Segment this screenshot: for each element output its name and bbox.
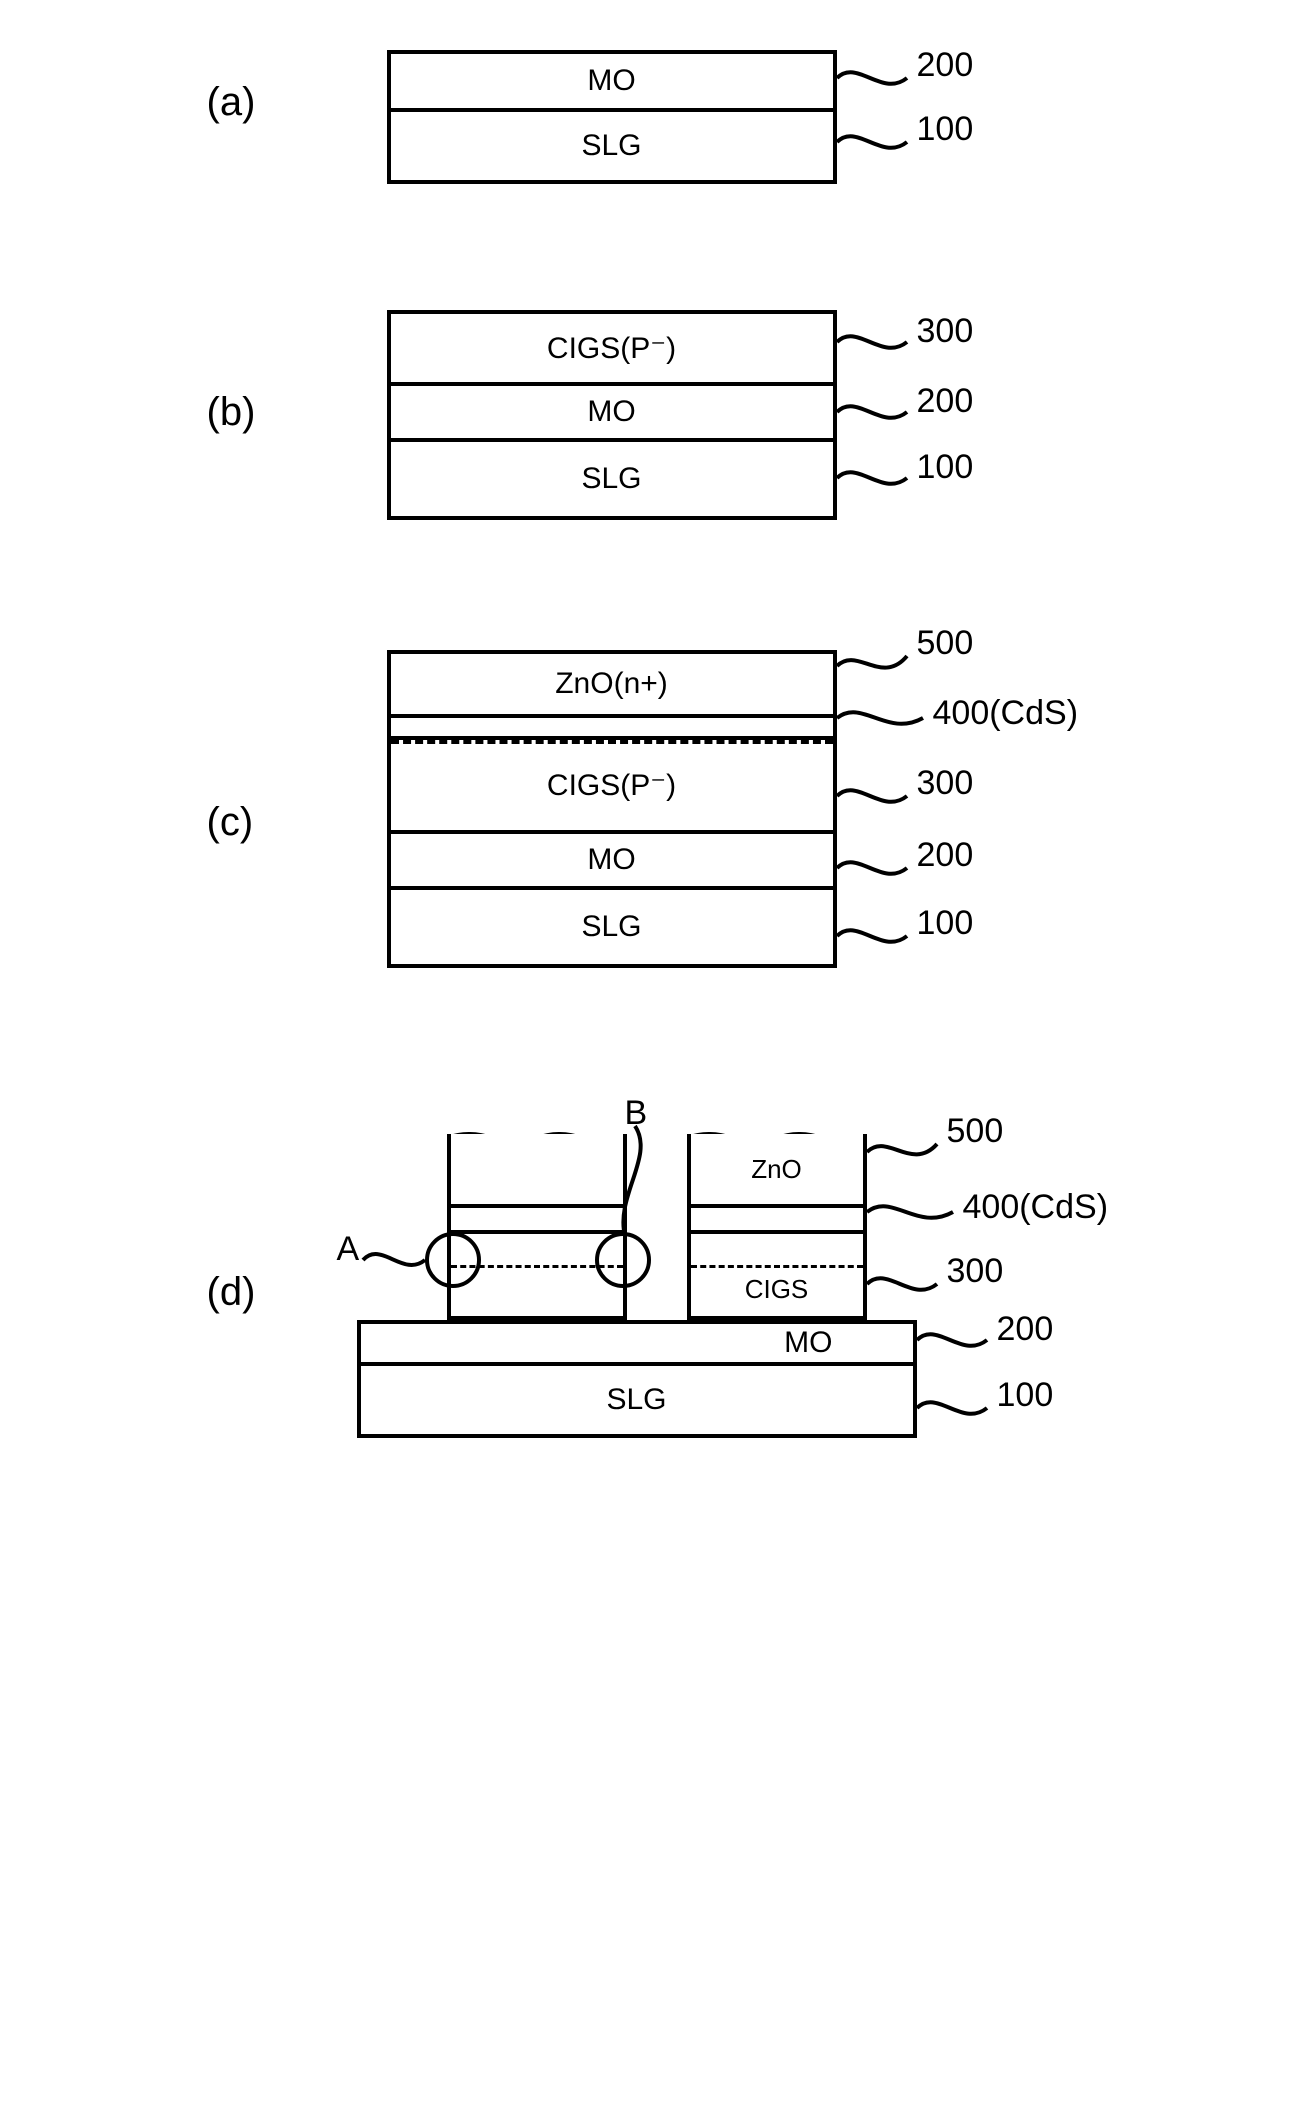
layer-text: MO	[587, 64, 635, 98]
label-a: A	[337, 1230, 360, 1269]
panel-d-label: (d)	[207, 1270, 256, 1315]
panel-a-layer-mo: MO	[391, 54, 833, 112]
layer-text: CIGS(P⁻)	[547, 331, 676, 366]
panel-c-stack: ZnO(n+) CIGS(P⁻) MO SLG	[387, 650, 837, 968]
ref-a-200: 200	[917, 46, 974, 85]
panel-d: (d) MO SLG ZnO CIGS A B 500 400(CdS)	[207, 1100, 1107, 1480]
pillar-layer-cds	[687, 1204, 867, 1230]
ref-b-200: 200	[917, 382, 974, 421]
panel-b-layer-mo: MO	[391, 386, 833, 442]
layer-text: SLG	[606, 1383, 666, 1417]
panel-c-layer-slg: SLG	[391, 890, 833, 968]
ref-c-500: 500	[917, 624, 974, 663]
panel-c-layer-zno: ZnO(n+)	[391, 654, 833, 718]
circle-b	[595, 1232, 651, 1288]
ref-d-400: 400(CdS)	[963, 1188, 1109, 1227]
panel-d-right-pillar: ZnO CIGS	[687, 1134, 867, 1320]
panel-b: (b) CIGS(P⁻) MO SLG 300 200 100	[207, 300, 1107, 560]
layer-text: MO	[587, 395, 635, 429]
ref-a-100: 100	[917, 110, 974, 149]
panel-b-label: (b)	[207, 390, 256, 435]
layer-text: CIGS	[745, 1274, 809, 1305]
layer-text: SLG	[581, 462, 641, 496]
label-b: B	[625, 1094, 648, 1133]
panel-c-layer-cigs: CIGS(P⁻)	[391, 740, 833, 834]
ref-c-100: 100	[917, 904, 974, 943]
panel-d-left-pillar	[447, 1134, 627, 1320]
panel-a: (a) MO SLG 200 100	[207, 40, 1107, 220]
ref-b-100: 100	[917, 448, 974, 487]
ref-d-300: 300	[947, 1252, 1004, 1291]
panel-d-base: MO SLG	[357, 1320, 917, 1438]
pillar-layer-cigs: CIGS	[687, 1230, 867, 1320]
pillar-layer-zno	[447, 1134, 627, 1204]
panel-a-layer-slg: SLG	[391, 112, 833, 184]
layer-text: SLG	[581, 129, 641, 163]
ref-c-400: 400(CdS)	[933, 694, 1079, 733]
panel-c: (c) ZnO(n+) CIGS(P⁻) MO SLG 500 400(CdS)…	[207, 640, 1107, 1020]
panel-d-base-slg: SLG	[361, 1366, 913, 1438]
layer-text: SLG	[581, 910, 641, 944]
panel-b-stack: CIGS(P⁻) MO SLG	[387, 310, 837, 520]
ref-d-100: 100	[997, 1376, 1054, 1415]
ref-c-200: 200	[917, 836, 974, 875]
panel-d-base-mo: MO	[361, 1324, 913, 1366]
panel-b-layer-cigs: CIGS(P⁻)	[391, 314, 833, 386]
ref-c-300: 300	[917, 764, 974, 803]
layer-text: MO	[784, 1326, 832, 1360]
panel-c-label: (c)	[207, 800, 254, 845]
layer-text: MO	[587, 843, 635, 877]
ref-b-300: 300	[917, 312, 974, 351]
ref-d-500: 500	[947, 1112, 1004, 1151]
layer-text: ZnO(n+)	[555, 667, 668, 701]
layer-text: ZnO	[751, 1154, 802, 1185]
pillar-layer-cds	[447, 1204, 627, 1230]
layer-text: CIGS(P⁻)	[547, 768, 676, 803]
panel-a-stack: MO SLG	[387, 50, 837, 184]
panel-b-layer-slg: SLG	[391, 442, 833, 520]
pillar-layer-zno: ZnO	[687, 1134, 867, 1204]
panel-c-layer-cds	[391, 718, 833, 740]
panel-c-layer-mo: MO	[391, 834, 833, 890]
circle-a	[425, 1232, 481, 1288]
panel-a-label: (a)	[207, 80, 256, 125]
ref-d-200: 200	[997, 1310, 1054, 1349]
